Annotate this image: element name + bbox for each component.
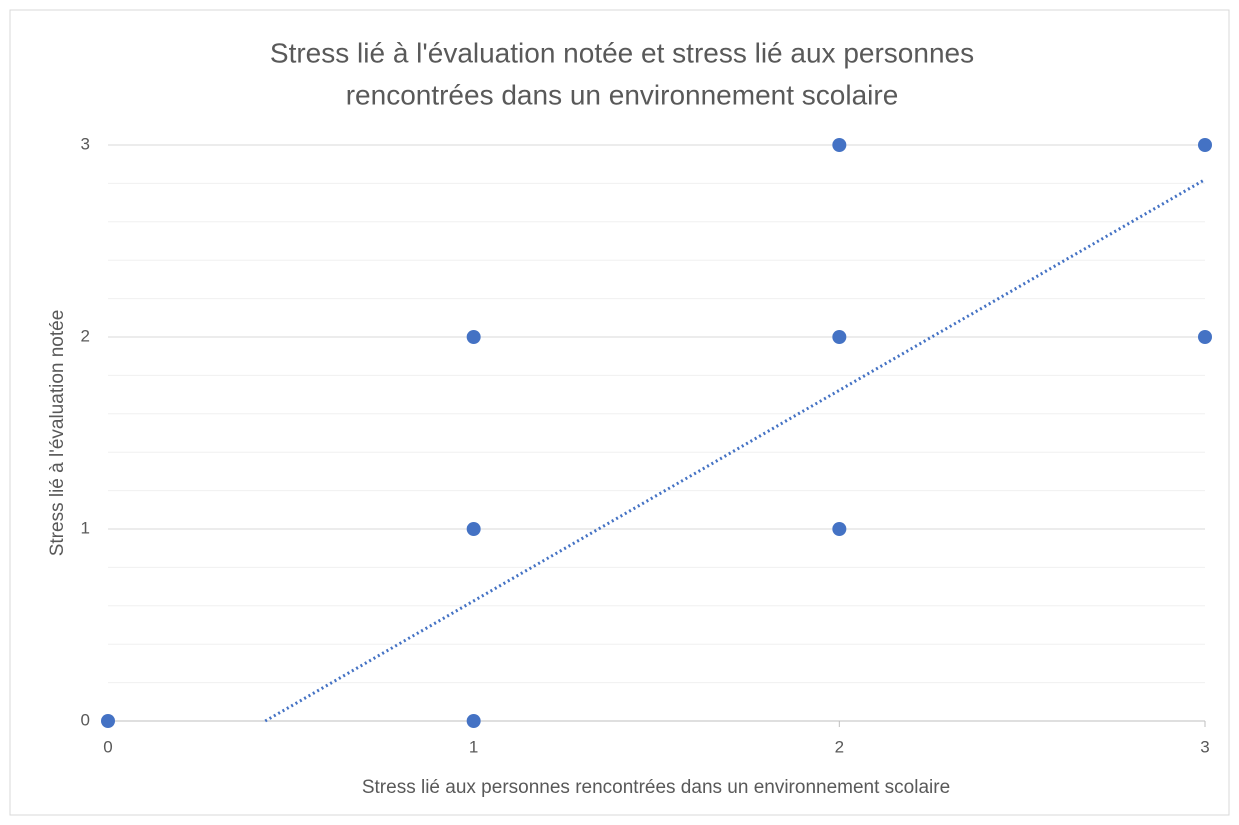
y-tick-label: 2	[81, 326, 90, 345]
chart-title: Stress lié à l'évaluation notée et stres…	[270, 37, 974, 68]
point	[101, 714, 115, 728]
x-tick-label: 0	[103, 737, 112, 756]
x-tick-label: 3	[1200, 737, 1209, 756]
point	[1198, 330, 1212, 344]
x-axis-label: Stress lié aux personnes rencontrées dan…	[362, 777, 950, 798]
point	[832, 138, 847, 152]
y-axis-label: Stress lié à l'évaluation notée	[47, 310, 68, 557]
chart-frame	[9, 9, 1230, 816]
point	[466, 714, 481, 728]
y-tick-label: 0	[81, 710, 90, 729]
x-tick-label: 1	[469, 737, 478, 756]
point	[1198, 138, 1212, 152]
point	[466, 522, 481, 536]
chart-title: rencontrées dans un environnement scolai…	[346, 79, 899, 110]
x-tick-label: 2	[835, 737, 844, 756]
y-tick-label: 3	[81, 134, 90, 153]
y-tick-label: 1	[81, 518, 90, 537]
trendline	[264, 178, 1206, 723]
point	[832, 522, 847, 536]
point	[466, 330, 481, 344]
point	[832, 330, 847, 344]
